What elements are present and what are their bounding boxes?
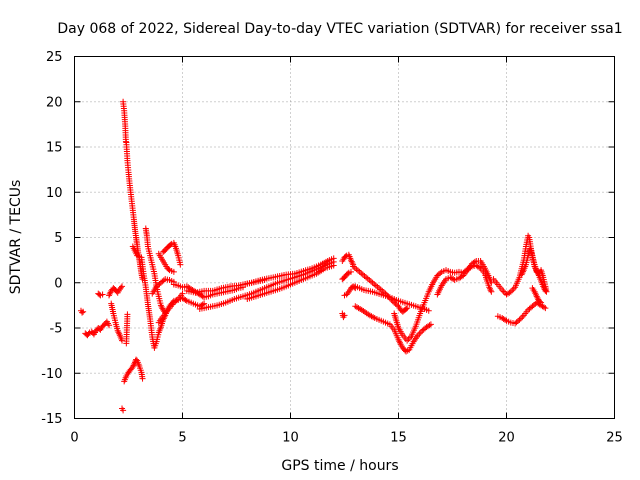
y-tick-label: -5 [50,322,63,337]
data-point [330,262,337,269]
data-point [179,290,186,297]
data-point [177,261,184,268]
data-point [471,258,478,265]
data-markers [77,98,550,414]
data-point [426,322,433,329]
data-point [437,270,444,277]
data-point [341,312,348,319]
data-point [80,308,87,315]
x-tick-label: 5 [178,431,186,446]
data-point [170,268,177,275]
data-point [348,258,355,265]
data-point [344,290,351,297]
data-point [160,277,167,284]
data-point [173,297,180,304]
data-point [542,305,549,312]
data-point [394,302,401,309]
data-point [403,305,410,312]
data-point [458,273,465,280]
data-point [79,309,86,316]
data-point [139,375,146,382]
data-point [536,298,543,305]
data-point [99,291,106,298]
x-tick-label: 15 [390,431,407,446]
axis-ticks: 0 5 10 15 20 25 -15 -10 -5 0 5 10 15 20 25 [41,50,623,446]
data-point [119,283,126,290]
data-point [85,330,92,337]
grid [74,56,615,419]
x-tick-label: 0 [70,431,78,446]
data-point [542,287,549,294]
data-point [182,296,189,303]
data-point [117,284,124,291]
x-tick-label: 25 [606,431,623,446]
y-tick-label: 25 [46,50,63,65]
y-axis-label: SDTVAR / TECUs [8,180,24,295]
data-point [487,287,494,294]
y-tick-label: -15 [41,412,62,427]
y-tick-label: 10 [46,186,63,201]
data-point [344,270,351,277]
y-tick-label: -10 [41,367,62,382]
data-point [540,304,547,311]
chart-title: Day 068 of 2022, Sidereal Day-to-day VTE… [57,21,622,37]
y-tick-label: 15 [46,141,63,156]
data-point [120,407,127,414]
data-point [486,285,493,292]
data-point [519,313,526,320]
data-point [427,321,434,328]
data-point [488,288,495,295]
data-point [476,264,483,271]
y-tick-label: 20 [46,95,63,110]
data-point [330,255,337,262]
data-point [417,329,424,336]
y-tick-label: 5 [54,231,62,246]
data-point [517,315,524,322]
data-point [538,299,545,306]
data-point [488,279,495,286]
data-point [199,301,206,308]
data-point [165,266,172,273]
data-point [425,307,432,314]
data-point [515,318,522,325]
data-point [106,322,113,329]
x-tick-label: 20 [498,431,515,446]
data-point [347,268,354,275]
x-axis-label: GPS time / hours [281,458,398,474]
data-point [124,311,131,318]
data-point [502,316,509,323]
x-tick-label: 10 [282,431,299,446]
y-tick-label: 0 [54,276,62,291]
